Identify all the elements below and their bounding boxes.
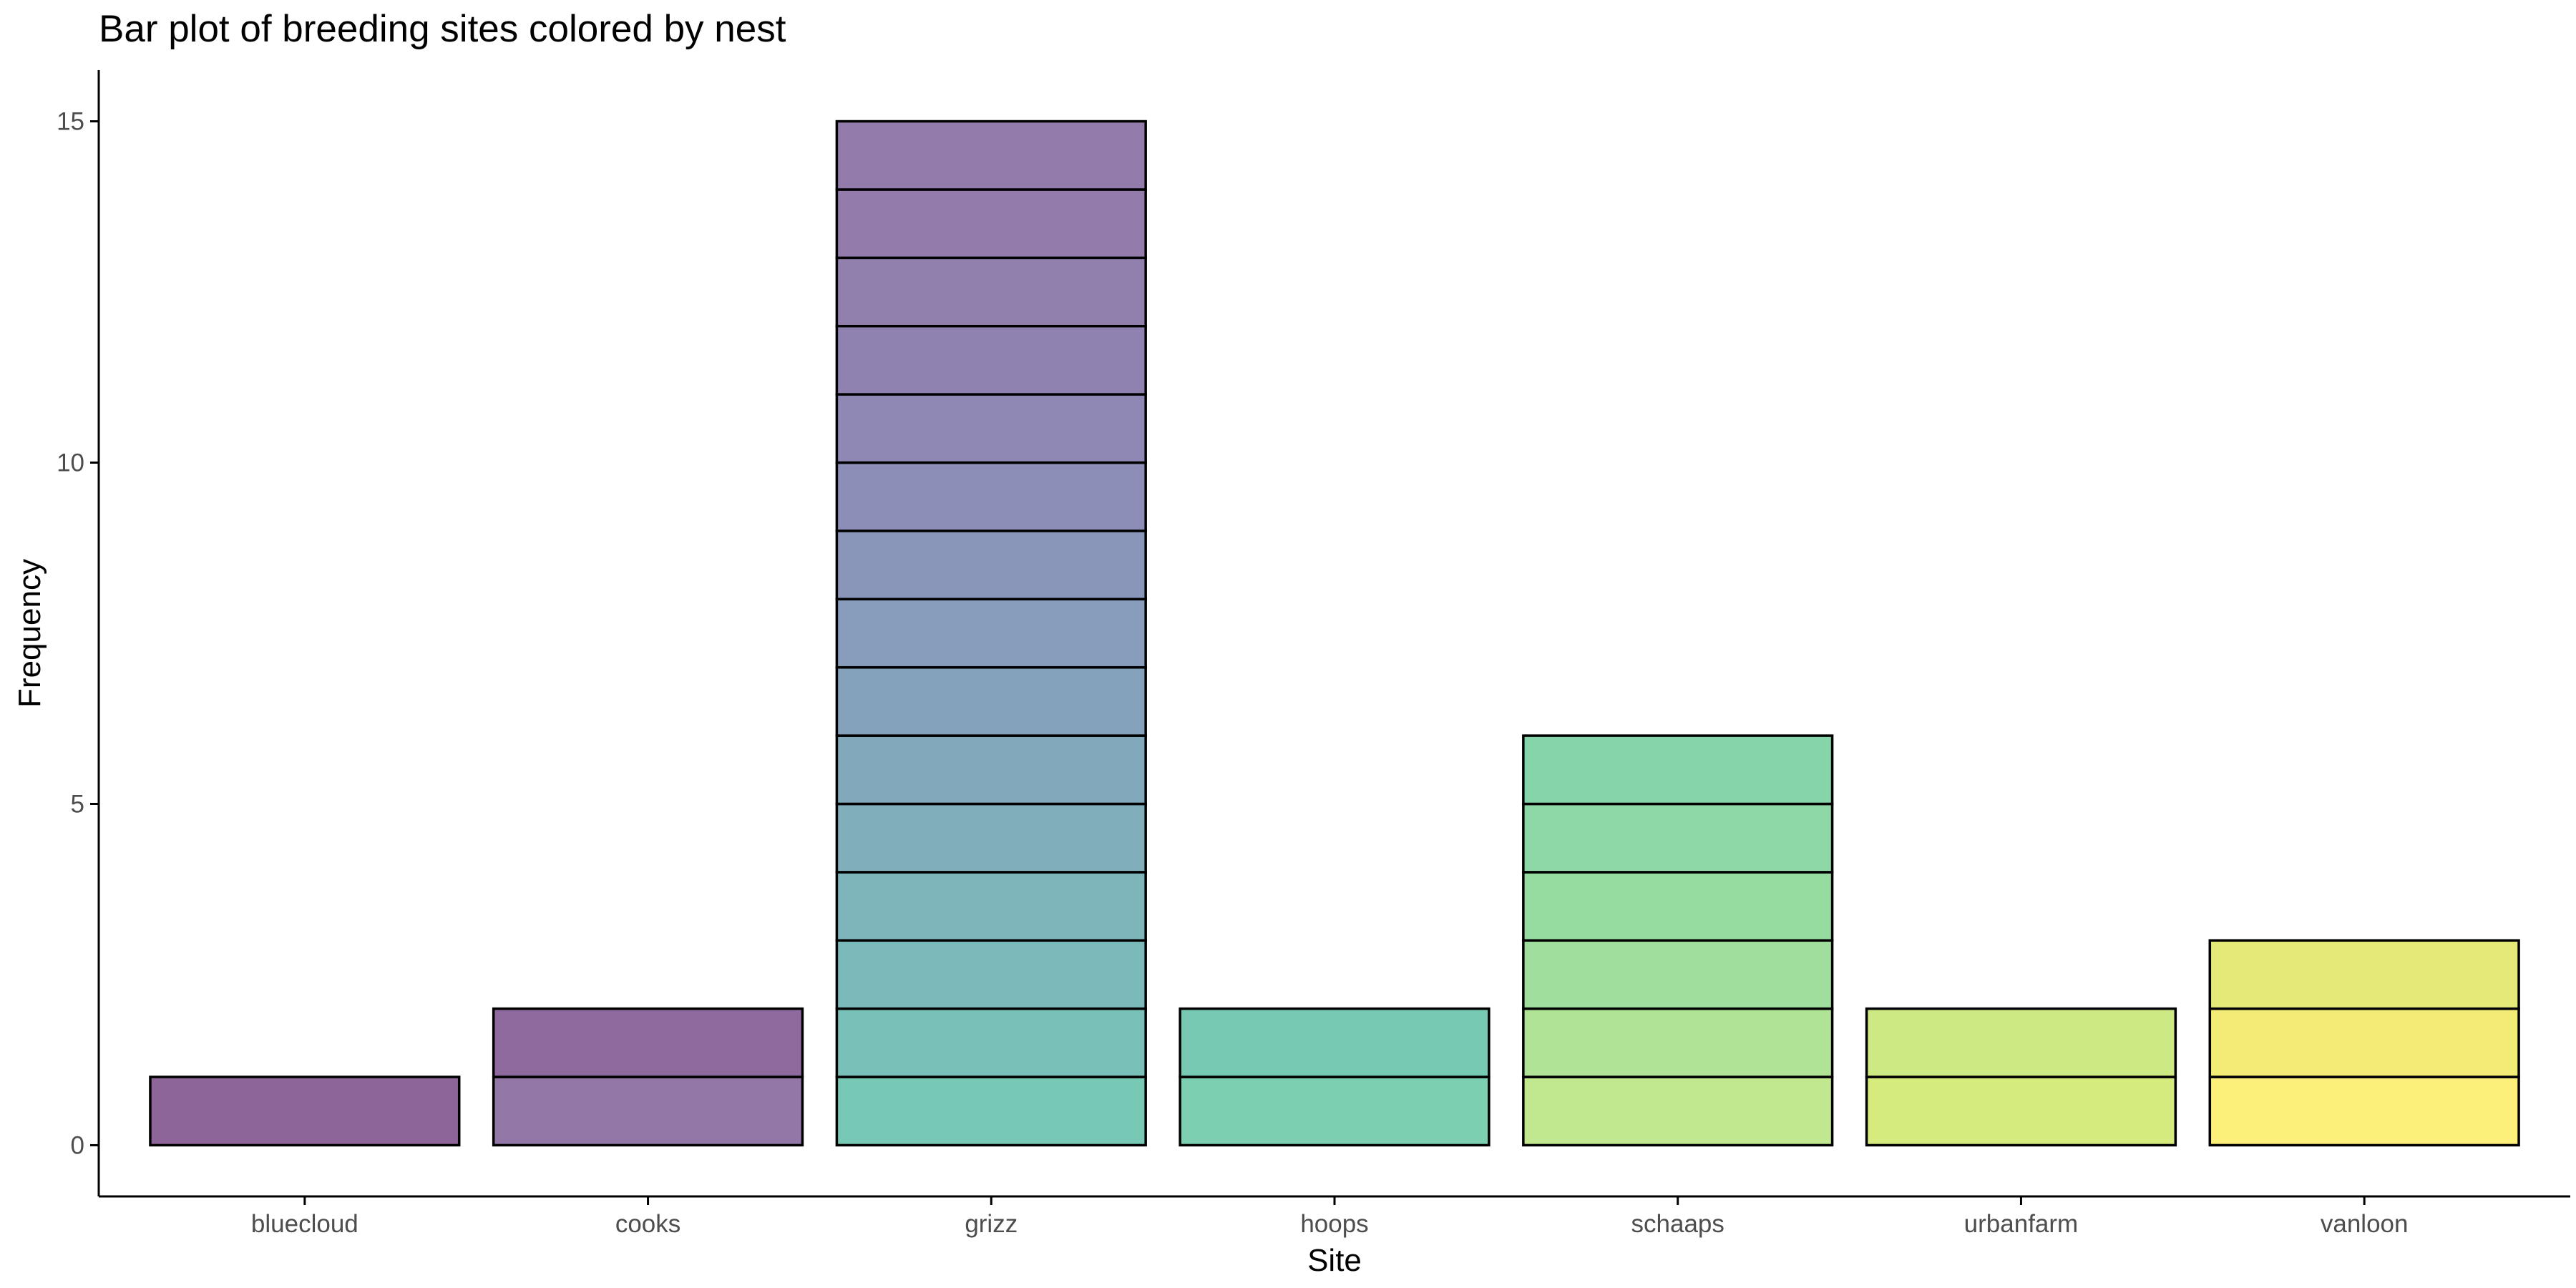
bar-segment: [1522, 734, 1834, 806]
bar-segment: [835, 597, 1147, 669]
bars-layer: [149, 119, 2520, 1147]
x-ticks: bluecloud cooks grizz hoops schaaps urbanfarm…: [251, 1196, 2409, 1238]
bar-segment: [835, 324, 1147, 396]
bar-hoops: [1179, 1007, 1491, 1147]
bar-grizz: [835, 119, 1147, 1147]
bar-segment: [1522, 802, 1834, 874]
bar-segment: [835, 1075, 1147, 1147]
x-tick-label: vanloon: [2321, 1210, 2409, 1238]
y-tick-label: 0: [71, 1131, 84, 1159]
bar-segment: [835, 734, 1147, 806]
x-tick-label: schaaps: [1631, 1210, 1724, 1238]
bar-segment: [1179, 1075, 1491, 1147]
bar-segment: [1522, 871, 1834, 942]
bar-segment: [492, 1007, 804, 1078]
bar-bluecloud: [149, 1075, 461, 1147]
bar-segment: [149, 1075, 461, 1147]
bar-segment: [835, 256, 1147, 328]
chart-title: Bar plot of breeding sites colored by ne…: [99, 8, 786, 50]
bar-cooks: [492, 1007, 804, 1147]
x-tick-label: hoops: [1300, 1210, 1368, 1238]
bar-segment: [1179, 1007, 1491, 1078]
bar-segment: [1865, 1007, 2177, 1078]
y-tick-label: 10: [57, 449, 84, 477]
bar-segment: [835, 461, 1147, 532]
bar-segment: [835, 1007, 1147, 1078]
bar-segment: [835, 393, 1147, 464]
x-tick-label: bluecloud: [251, 1210, 358, 1238]
bar-segment: [2208, 939, 2520, 1010]
bar-urbanfarm: [1865, 1007, 2177, 1147]
bar-segment: [1522, 1007, 1834, 1078]
bar-segment: [835, 802, 1147, 874]
bar-segment: [835, 871, 1147, 942]
bar-segment: [835, 939, 1147, 1010]
bar-segment: [835, 188, 1147, 260]
bar-segment: [835, 530, 1147, 601]
bar-segment: [2208, 1007, 2520, 1078]
y-tick-label: 15: [57, 108, 84, 136]
y-tick-label: 5: [71, 790, 84, 818]
x-tick-label: urbanfarm: [1964, 1210, 2079, 1238]
bar-schaaps: [1522, 734, 1834, 1147]
bar-segment: [492, 1075, 804, 1147]
y-axis-title: Frequency: [12, 559, 47, 708]
bar-segment: [1865, 1075, 2177, 1147]
bar-segment: [835, 665, 1147, 737]
bar-vanloon: [2208, 939, 2520, 1147]
x-tick-label: cooks: [615, 1210, 680, 1238]
bar-segment: [1522, 1075, 1834, 1147]
bar-segment: [835, 119, 1147, 191]
bar-segment: [1522, 939, 1834, 1010]
x-axis-title: Site: [1307, 1243, 1362, 1278]
bar-segment: [2208, 1075, 2520, 1147]
y-ticks: 0 5 10 15: [57, 108, 99, 1159]
x-tick-label: grizz: [965, 1210, 1018, 1238]
